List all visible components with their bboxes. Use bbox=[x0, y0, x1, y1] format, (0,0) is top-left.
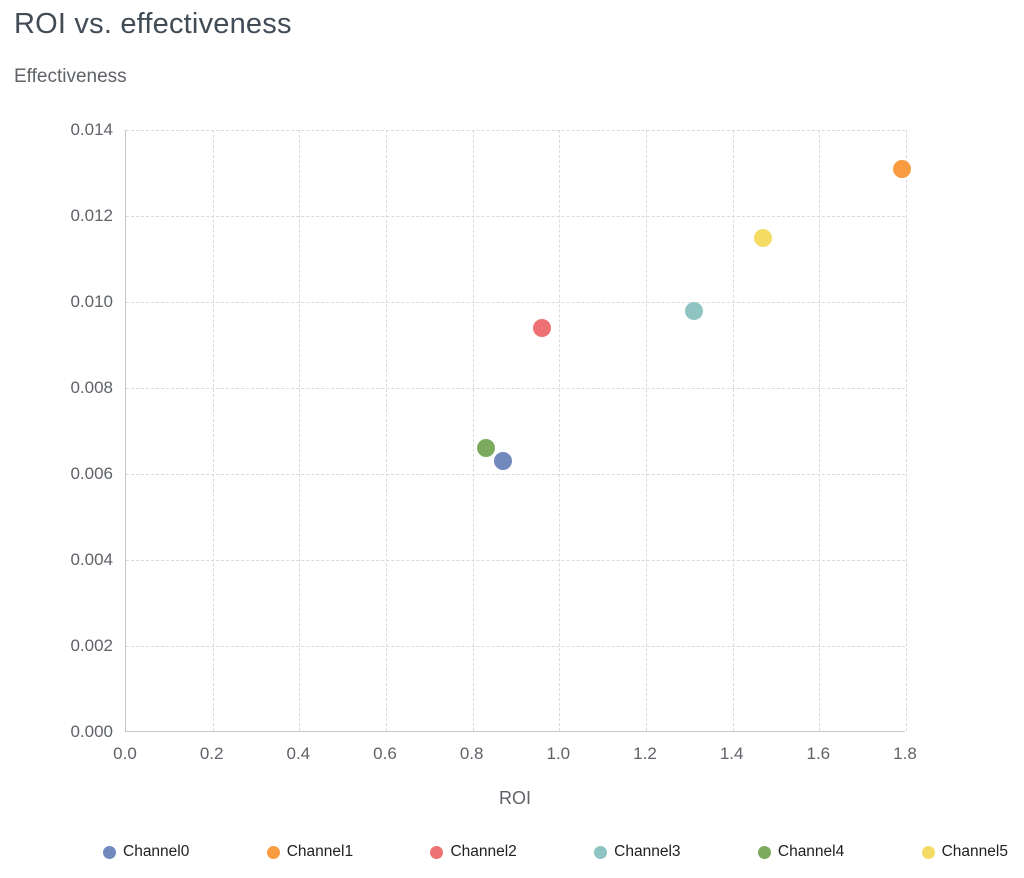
x-tick-label: 0.8 bbox=[459, 744, 484, 763]
h-gridline bbox=[126, 130, 905, 131]
v-gridline bbox=[819, 130, 821, 731]
data-point-channel0[interactable] bbox=[494, 452, 512, 471]
v-gridline bbox=[559, 130, 561, 731]
legend-item-channel4[interactable]: Channel4 bbox=[757, 843, 845, 861]
y-tick-label: 0.000 bbox=[70, 722, 113, 741]
legend-item-channel0[interactable]: Channel0 bbox=[103, 843, 189, 861]
data-point-channel3[interactable] bbox=[684, 301, 703, 320]
v-gridline bbox=[906, 130, 907, 731]
v-gridline bbox=[212, 130, 214, 731]
legend-dot bbox=[921, 845, 935, 859]
h-gridline bbox=[126, 388, 905, 389]
legend-dot bbox=[266, 845, 280, 859]
data-point-channel5[interactable] bbox=[754, 228, 772, 247]
legend-dot bbox=[594, 845, 608, 859]
data-point-channel1[interactable] bbox=[892, 159, 911, 178]
x-tick-label: 1.6 bbox=[806, 744, 831, 763]
x-tick-label: 1.2 bbox=[633, 744, 657, 763]
v-gridline bbox=[299, 130, 301, 731]
legend-dot bbox=[430, 845, 444, 859]
y-tick-label: 0.012 bbox=[70, 206, 113, 225]
y-axis-title: Effectiveness bbox=[14, 66, 127, 87]
x-tick-label: 0.0 bbox=[113, 744, 137, 763]
plot-area bbox=[125, 130, 911, 732]
x-tick-label: 1.0 bbox=[546, 744, 571, 763]
v-gridline bbox=[472, 130, 474, 731]
v-gridline bbox=[646, 130, 647, 731]
x-tick-label: 1.4 bbox=[719, 744, 744, 763]
h-gridline bbox=[126, 646, 905, 647]
legend-item-channel1[interactable]: Channel1 bbox=[266, 843, 354, 861]
legend-dot bbox=[103, 845, 116, 859]
h-gridline bbox=[126, 216, 905, 217]
y-tick-label: 0.010 bbox=[70, 292, 113, 311]
legend-label: Channel4 bbox=[777, 843, 845, 860]
y-tick-label: 0.014 bbox=[70, 120, 113, 139]
legend-item-channel3[interactable]: Channel3 bbox=[594, 843, 681, 861]
v-gridline bbox=[386, 130, 387, 731]
x-axis-title: ROI bbox=[498, 788, 531, 808]
x-tick-label: 0.6 bbox=[373, 744, 397, 763]
legend-label: Channel3 bbox=[614, 843, 681, 860]
chart-title: ROI vs. effectiveness bbox=[14, 8, 292, 40]
legend-label: Channel5 bbox=[941, 843, 1008, 860]
y-tick-label: 0.002 bbox=[70, 636, 113, 655]
legend-label: Channel0 bbox=[123, 843, 190, 860]
x-tick-label: 1.8 bbox=[893, 744, 917, 763]
legend-dot bbox=[757, 845, 771, 859]
x-tick-label: 0.4 bbox=[286, 744, 311, 763]
legend: Channel0 Channel1 Channel2 Channel3 Channel4… bbox=[103, 843, 1008, 861]
legend-label: Channel2 bbox=[450, 843, 517, 860]
data-point-channel2[interactable] bbox=[533, 318, 551, 337]
h-gridline bbox=[126, 302, 905, 303]
y-tick-label: 0.008 bbox=[70, 378, 113, 397]
h-gridline bbox=[126, 474, 905, 475]
x-tick-label: 0.2 bbox=[199, 744, 224, 763]
v-gridline bbox=[732, 130, 734, 731]
legend-label: Channel1 bbox=[286, 843, 354, 860]
data-point-channel4[interactable] bbox=[476, 439, 495, 458]
legend-item-channel5[interactable]: Channel5 bbox=[921, 843, 1008, 861]
y-tick-label: 0.006 bbox=[70, 464, 113, 483]
h-gridline bbox=[126, 560, 905, 561]
legend-item-channel2[interactable]: Channel2 bbox=[430, 843, 517, 861]
y-tick-label: 0.004 bbox=[70, 550, 113, 569]
